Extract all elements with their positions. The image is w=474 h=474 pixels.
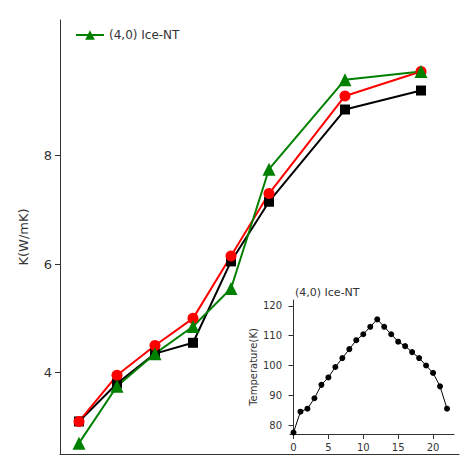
svg-text:0: 0 [290,442,296,453]
svg-text:80: 80 [269,420,282,431]
svg-text:4: 4 [44,365,52,380]
svg-text:10: 10 [357,442,370,453]
svg-text:(4,0) Ice-NT: (4,0) Ice-NT [109,28,180,42]
svg-text:20: 20 [427,442,440,453]
svg-text:Temperature(K): Temperature(K) [248,328,259,407]
svg-text:100: 100 [263,360,282,371]
svg-text:90: 90 [269,390,282,401]
svg-text:8: 8 [44,148,52,163]
svg-text:(4,0) Ice-NT: (4,0) Ice-NT [295,286,360,299]
svg-text:5: 5 [325,442,331,453]
svg-text:K(W/mK): K(W/mK) [16,208,31,265]
svg-text:6: 6 [44,257,52,272]
svg-text:120: 120 [263,300,282,311]
svg-text:15: 15 [392,442,405,453]
svg-text:110: 110 [263,330,282,341]
